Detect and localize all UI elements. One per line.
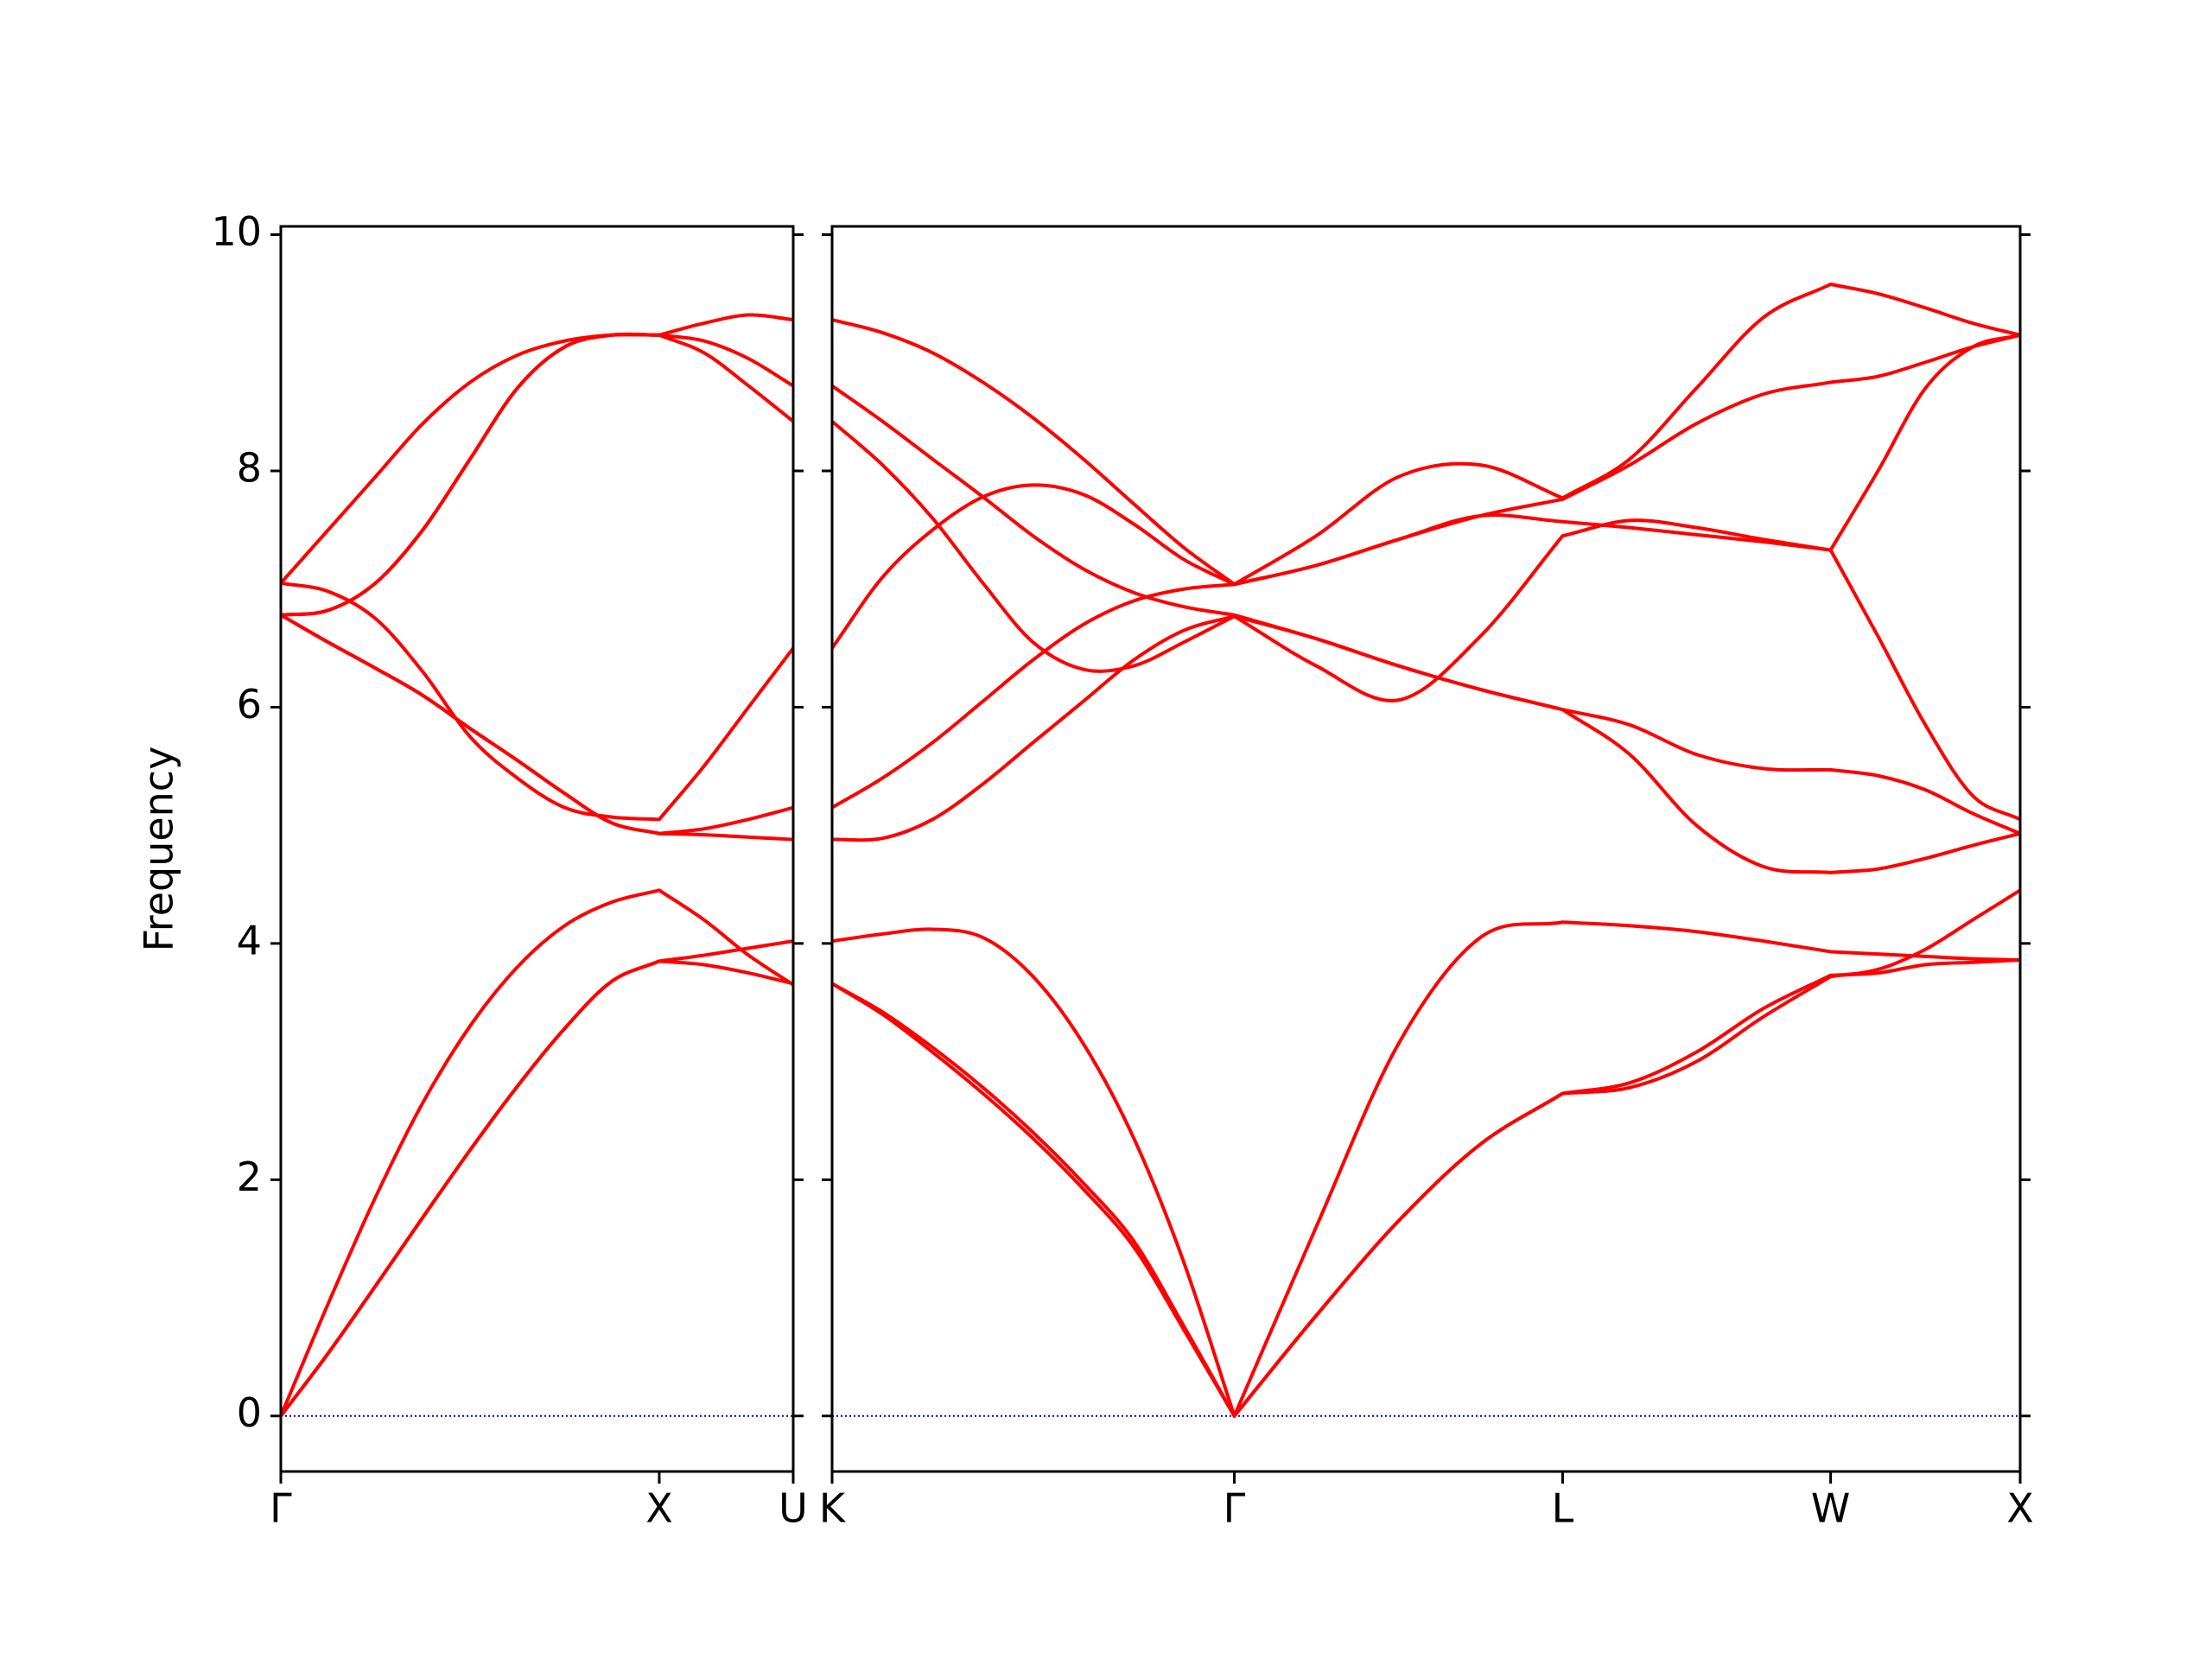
band-line: [280, 332, 795, 617]
band-line: [830, 333, 2021, 702]
y-tick-label: 2: [237, 1154, 262, 1200]
x-tick-label: Γ: [270, 1485, 292, 1532]
band-line: [831, 614, 2021, 874]
x-tick-label: Γ: [1224, 1485, 1246, 1532]
band-line: [280, 613, 794, 842]
band-line: [830, 384, 2021, 836]
x-tick-label: K: [819, 1485, 847, 1532]
band-line: [280, 581, 795, 822]
band-line: [279, 959, 794, 1417]
band-line: [280, 332, 795, 617]
band-line: [279, 939, 794, 1417]
x-tick-label: X: [2006, 1485, 2034, 1532]
y-axis-label: Frequency: [136, 747, 182, 952]
y-tick-label: 8: [237, 445, 262, 492]
x-tick-label: X: [645, 1485, 673, 1532]
x-tick-label: L: [1552, 1485, 1574, 1532]
band-line: [830, 888, 2022, 1418]
band-line: [280, 613, 794, 836]
axes-frame: [279, 225, 795, 1473]
x-tick-label: U: [779, 1485, 808, 1532]
band-line: [831, 318, 2021, 822]
band-line: [279, 313, 794, 585]
y-tick-label: 6: [237, 681, 262, 728]
band-line: [279, 888, 795, 1417]
y-tick-label: 0: [237, 1389, 262, 1436]
x-tick-label: W: [1811, 1485, 1850, 1532]
band-line: [830, 282, 2021, 650]
band-line: [831, 958, 2021, 1418]
axes-frame: [830, 225, 2022, 1473]
y-tick-label: 10: [211, 208, 262, 255]
y-tick-label: 4: [237, 917, 262, 963]
band-line: [831, 920, 2021, 1418]
